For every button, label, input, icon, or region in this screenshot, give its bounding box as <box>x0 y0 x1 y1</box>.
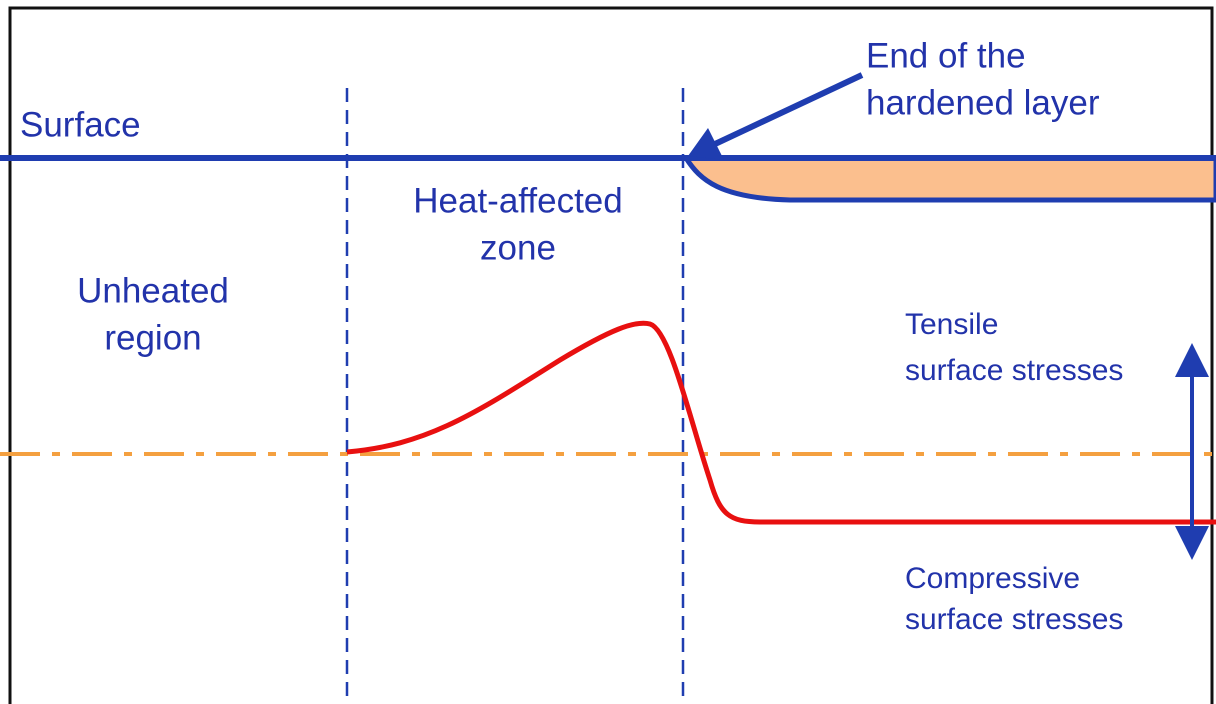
label: Heat-affected <box>413 181 623 220</box>
frame <box>8 6 1214 704</box>
label: region <box>104 318 201 357</box>
label: End of the <box>866 36 1026 75</box>
hardened-layer <box>681 155 1216 203</box>
label: Surface <box>20 105 141 144</box>
arrow-head <box>688 128 724 160</box>
label: Tensile <box>905 308 998 341</box>
arrow-head <box>1175 526 1209 560</box>
label: hardened layer <box>866 83 1100 122</box>
label: zone <box>480 228 556 267</box>
label: Unheated <box>77 271 229 310</box>
stress-curve <box>346 320 1216 525</box>
label: surface stresses <box>905 354 1123 387</box>
pointer-arrow <box>713 72 864 147</box>
label: surface stresses <box>905 603 1123 636</box>
label: Compressive <box>905 562 1080 595</box>
arrow-head <box>1175 343 1209 377</box>
